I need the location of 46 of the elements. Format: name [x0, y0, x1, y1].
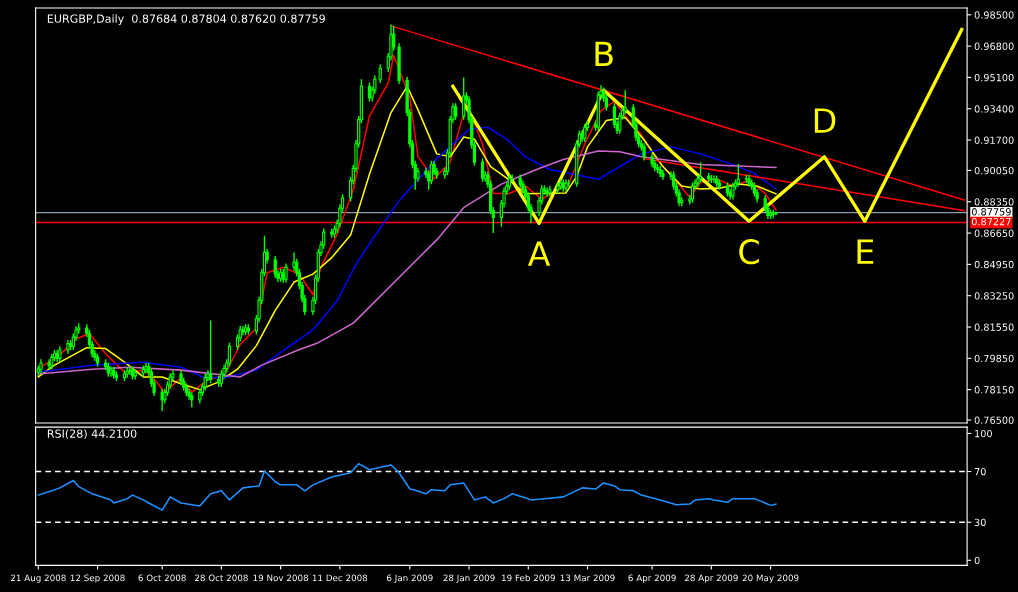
y-tick-label: 0.96800: [974, 42, 1014, 50]
annotation: C: [739, 239, 759, 265]
candlestick: [623, 89, 627, 116]
candlestick: [736, 163, 740, 188]
x-tick-label: 19 Feb 2009: [502, 574, 555, 582]
ref-line-label: 0.87759: [971, 208, 1011, 216]
x-tick-label: 20 May 2009: [742, 574, 799, 583]
y-tick-label: 0.84950: [974, 260, 1014, 269]
y-tick-label: 0.90050: [974, 166, 1014, 175]
x-tick-label: 6 Apr 2009: [628, 574, 676, 583]
y-tick-label: 0.95100: [974, 73, 1014, 82]
y-tick-label: 30: [974, 518, 986, 527]
y-tick-label: 100: [975, 429, 992, 438]
y-tick-label: 0.78150: [974, 386, 1014, 394]
y-tick-label: 70: [974, 467, 986, 476]
y-tick-label: 0: [974, 556, 980, 565]
x-tick-label: 21 Aug 2008: [10, 574, 66, 583]
y-tick-label: 0.76500: [974, 416, 1014, 424]
x-tick-label: 6 Oct 2008: [138, 574, 186, 582]
annotation: D: [814, 108, 836, 133]
y-tick-label: 0.86650: [974, 229, 1014, 237]
y-tick-label: 0.93400: [974, 105, 1014, 113]
ref-line-label: 0.87227: [971, 217, 1011, 226]
candlestick: [128, 365, 132, 376]
x-tick-label: 11 Dec 2008: [312, 574, 368, 582]
text: EURGBP,Daily 0.87684 0.87804 0.87620 0.87759: [47, 14, 325, 25]
x-tick-label: 28 Apr 2009: [684, 574, 738, 583]
chart-title: RSI(28) 44.2100: [47, 429, 137, 440]
annotation: A: [527, 241, 551, 266]
annotation: E: [857, 239, 874, 264]
x-tick-label: 13 Mar 2009: [560, 574, 615, 582]
line-series: [37, 462, 777, 511]
x-tick-label: 28 Oct 2008: [194, 574, 248, 582]
y-tick-label: 0.81550: [974, 323, 1014, 331]
annotation: B: [595, 41, 613, 67]
y-tick-label: 0.83250: [974, 292, 1014, 300]
candlestick: [273, 255, 277, 279]
candlestick: [292, 251, 296, 272]
x-tick-label: 19 Nov 2008: [253, 574, 309, 582]
y-tick-label: 0.91700: [974, 136, 1014, 144]
y-tick-label: 0.88350: [974, 198, 1014, 206]
x-tick-label: 28 Jan 2009: [443, 574, 495, 583]
y-tick-label: 0.79850: [974, 354, 1014, 363]
x-tick-label: 12 Sep 2008: [70, 574, 125, 583]
y-tick-label: 0.98500: [974, 11, 1014, 19]
x-tick-label: 6 Jan 2009: [387, 574, 433, 583]
